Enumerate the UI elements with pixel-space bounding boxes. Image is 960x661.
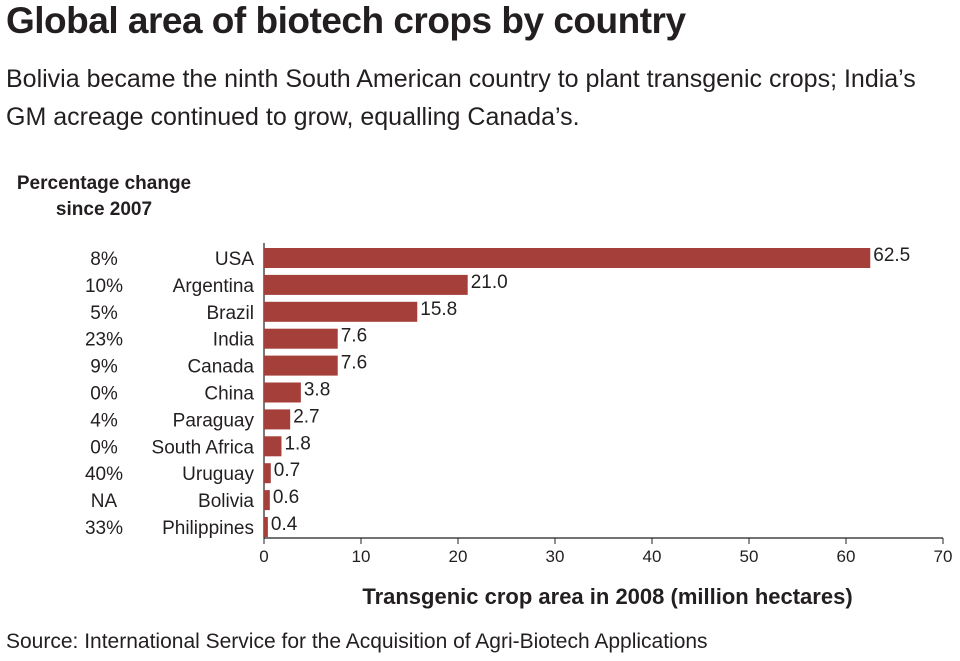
x-tick-label: 30 bbox=[546, 547, 565, 566]
bar-india bbox=[264, 328, 338, 349]
percent-change-label: 40% bbox=[85, 464, 123, 485]
category-label: USA bbox=[215, 249, 254, 270]
value-label: 15.8 bbox=[420, 299, 457, 320]
bar-philippines bbox=[264, 517, 268, 537]
category-label: South Africa bbox=[152, 437, 255, 458]
percent-change-label: 8% bbox=[90, 249, 118, 270]
x-tick-label: 0 bbox=[259, 547, 268, 566]
x-tick-label: 10 bbox=[352, 547, 371, 566]
value-label: 62.5 bbox=[873, 245, 910, 266]
value-label: 21.0 bbox=[471, 272, 508, 293]
value-label: 7.6 bbox=[341, 353, 367, 374]
bar-paraguay bbox=[264, 409, 291, 430]
category-label: China bbox=[204, 384, 254, 405]
x-axis-title: Transgenic crop area in 2008 (million he… bbox=[362, 584, 852, 609]
category-label: Brazil bbox=[206, 303, 254, 324]
value-label: 0.7 bbox=[274, 460, 300, 481]
category-label: Bolivia bbox=[198, 491, 254, 512]
category-label: India bbox=[213, 330, 255, 351]
bar-china bbox=[264, 382, 301, 403]
x-tick-label: 70 bbox=[934, 547, 953, 566]
category-label: Argentina bbox=[173, 276, 255, 297]
percent-change-label: 0% bbox=[90, 384, 118, 405]
value-label: 0.6 bbox=[273, 487, 299, 508]
bar-canada bbox=[264, 355, 338, 376]
bar-bolivia bbox=[264, 490, 270, 511]
value-label: 1.8 bbox=[284, 433, 310, 454]
percent-change-label: 5% bbox=[90, 303, 118, 324]
x-tick-label: 60 bbox=[837, 547, 856, 566]
x-tick-label: 50 bbox=[740, 547, 759, 566]
value-label: 3.8 bbox=[304, 380, 330, 401]
percent-change-label: 0% bbox=[90, 437, 118, 458]
bar-usa bbox=[264, 248, 871, 268]
percentage-change-header-line2: since 2007 bbox=[55, 199, 153, 220]
source-note: Source: International Service for the Ac… bbox=[6, 630, 708, 653]
chart-subtitle: Bolivia became the ninth South American … bbox=[6, 65, 916, 131]
category-label: Paraguay bbox=[173, 410, 255, 431]
percentage-change-header-line1: Percentage change bbox=[16, 173, 192, 194]
value-label: 2.7 bbox=[293, 406, 319, 427]
value-label: 7.6 bbox=[341, 326, 367, 347]
percent-change-label: 4% bbox=[90, 410, 118, 431]
percent-change-label: NA bbox=[91, 491, 118, 512]
bar-brazil bbox=[264, 301, 418, 322]
percent-change-label: 10% bbox=[85, 276, 123, 297]
bar-argentina bbox=[264, 274, 468, 295]
percent-change-label: 9% bbox=[90, 357, 118, 378]
chart-title: Global area of biotech crops by country bbox=[6, 0, 686, 41]
percent-change-label: 33% bbox=[85, 518, 123, 539]
x-tick-label: 20 bbox=[449, 547, 468, 566]
bar-uruguay bbox=[264, 463, 271, 484]
category-label: Canada bbox=[187, 357, 254, 378]
x-tick-label: 40 bbox=[643, 547, 662, 566]
category-label: Philippines bbox=[162, 518, 254, 539]
percent-change-label: 23% bbox=[85, 330, 123, 351]
category-label: Uruguay bbox=[182, 464, 254, 485]
value-label: 0.4 bbox=[271, 514, 298, 535]
bar-south-africa bbox=[264, 436, 282, 457]
percentage-change-header: Percentage change since 2007 bbox=[0, 171, 208, 223]
